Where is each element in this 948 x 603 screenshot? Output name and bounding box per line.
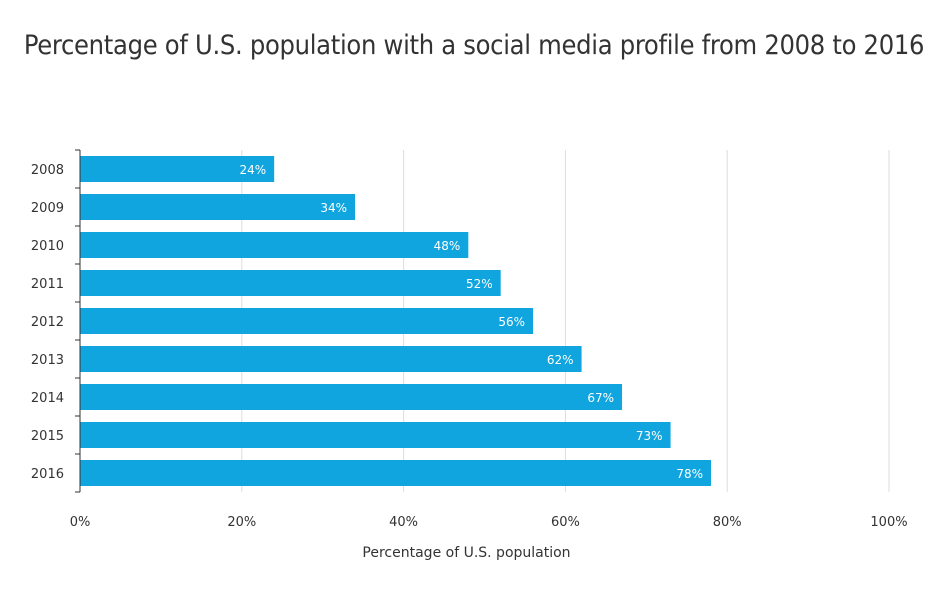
y-tick-label: 2013 xyxy=(31,353,64,368)
x-tick-label: 80% xyxy=(713,515,742,530)
data-label: 73% xyxy=(636,429,663,443)
y-tick-label: 2014 xyxy=(31,391,64,406)
bar xyxy=(80,308,534,334)
x-tick-label: 60% xyxy=(551,515,580,530)
bar xyxy=(80,270,501,296)
data-label: 34% xyxy=(320,201,347,215)
bar xyxy=(80,232,469,258)
bars xyxy=(80,156,712,486)
data-label: 24% xyxy=(239,163,266,177)
chart-title: Percentage of U.S. population with a soc… xyxy=(23,30,925,61)
x-tick-label: 0% xyxy=(70,515,91,530)
x-tick-label: 20% xyxy=(227,515,256,530)
bar xyxy=(80,422,671,448)
y-tick-label: 2016 xyxy=(31,467,64,482)
y-tick-label: 2012 xyxy=(31,315,64,330)
data-label: 52% xyxy=(466,277,493,291)
y-tick-label: 2010 xyxy=(31,239,64,254)
y-axis xyxy=(75,149,81,493)
bar xyxy=(80,460,712,486)
y-tick-label: 2011 xyxy=(31,277,64,292)
bar xyxy=(80,194,356,220)
bar xyxy=(80,156,275,182)
data-label: 56% xyxy=(498,315,525,329)
bar xyxy=(80,346,582,372)
data-label: 62% xyxy=(547,353,574,367)
labels: 0% 20% 40% 60% 80% 100% 2008 24% 2009 34% 2010 48% 2… xyxy=(31,163,908,530)
y-tick-label: 2015 xyxy=(31,429,64,444)
data-label: 78% xyxy=(676,467,703,481)
x-axis-title: Percentage of U.S. population xyxy=(362,545,570,561)
bar xyxy=(80,384,623,410)
data-label: 67% xyxy=(587,391,614,405)
data-label: 48% xyxy=(434,239,461,253)
x-tick-label: 40% xyxy=(389,515,418,530)
x-tick-label: 100% xyxy=(870,515,907,530)
y-tick-label: 2008 xyxy=(31,163,64,178)
y-tick-label: 2009 xyxy=(31,201,64,216)
